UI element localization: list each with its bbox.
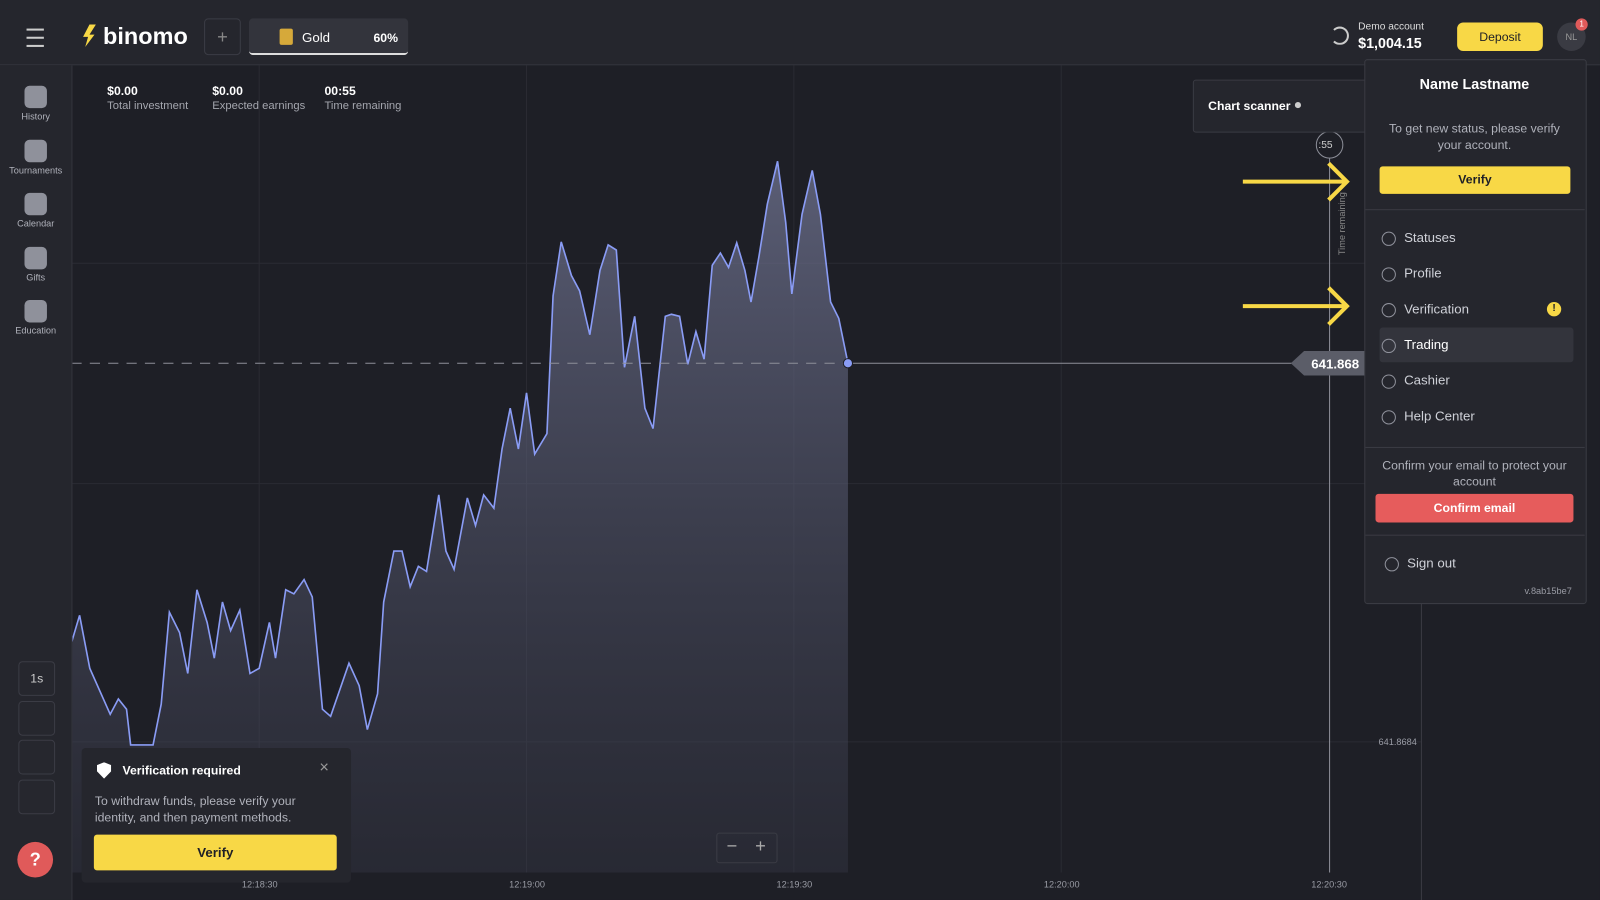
toast-text: To withdraw funds, please verify your id… — [94, 793, 296, 825]
sidebar-item[interactable]: Gifts — [0, 246, 71, 282]
time-label: 12:20:00 — [1043, 879, 1080, 890]
version: v.8ab15be7 — [1524, 585, 1572, 596]
sidebar-icon — [24, 139, 47, 162]
price-line — [70, 161, 849, 746]
zoom-controls[interactable]: − + — [716, 832, 778, 864]
asset-name: Gold — [302, 29, 331, 45]
sidebar-item[interactable]: Calendar — [0, 192, 71, 229]
refresh-icon[interactable] — [1330, 26, 1349, 45]
verification-toast: Verification required × To withdraw fund… — [81, 747, 352, 883]
chart-scanner[interactable]: Chart scanner — [1192, 79, 1379, 133]
time-label: 12:19:30 — [776, 879, 813, 890]
menu-item[interactable]: Trading — [1379, 327, 1574, 363]
menu-item[interactable]: Cashier — [1380, 363, 1574, 398]
time-label: 12:18:30 — [241, 879, 278, 890]
sidebar-item[interactable]: Tournaments — [0, 139, 71, 175]
sidebar-item[interactable]: History — [0, 85, 71, 122]
sidebar-item[interactable]: Education — [0, 299, 71, 336]
toast-close[interactable]: × — [319, 759, 329, 777]
stat-label: Total investment — [107, 99, 189, 113]
countdown-label: Time remaining — [1336, 192, 1347, 256]
menu-verify-button[interactable]: Verify — [1379, 166, 1571, 194]
balance[interactable]: $1,004.15 — [1358, 34, 1422, 52]
shield-icon — [96, 762, 112, 779]
chart-scanner-label: Chart scanner — [1208, 98, 1291, 114]
stat-value: 00:55 — [324, 83, 356, 98]
add-asset[interactable]: + — [204, 18, 241, 56]
user-name: Name Lastname — [1419, 75, 1530, 92]
sidebar-label: Calendar — [17, 218, 55, 229]
asset-icon — [279, 28, 293, 45]
stat-value: $0.00 — [212, 83, 243, 98]
sidebar-label: Tournaments — [9, 164, 63, 175]
sidebar-label: History — [21, 111, 50, 122]
confirm-email-button[interactable]: Confirm email — [1375, 493, 1574, 523]
countdown: :55 — [1318, 139, 1333, 152]
divider — [1365, 446, 1585, 448]
menu-icon[interactable] — [26, 28, 44, 47]
axis-price: 641.8684 — [1378, 736, 1417, 747]
sidebar-label: Education — [15, 325, 57, 336]
price-area — [71, 161, 848, 873]
sidebar-icon — [24, 246, 47, 269]
scanner-dot — [1294, 102, 1302, 109]
sidebar-icon — [24, 85, 47, 109]
account-type[interactable]: Demo account — [1358, 21, 1424, 33]
indicators-button[interactable] — [18, 739, 56, 775]
divider — [1365, 534, 1585, 536]
sidebar — [0, 65, 73, 900]
stat-label: Time remaining — [324, 99, 402, 113]
divider — [1365, 209, 1585, 211]
timeframe-button[interactable]: 1s — [18, 661, 56, 696]
price-dot — [842, 358, 854, 369]
email-text: Confirm your email to protect your accou… — [1382, 458, 1567, 489]
current-price: 641.868 — [1311, 356, 1360, 372]
time-label: 12:20:30 — [1311, 879, 1347, 890]
notification-badge: 1 — [1575, 18, 1588, 31]
deposit-button[interactable]: Deposit — [1457, 22, 1543, 52]
time-label: 12:19:00 — [509, 879, 545, 890]
stat-label: Expected earnings — [212, 99, 306, 113]
logo[interactable]: binomo — [103, 22, 188, 49]
sidebar-icon — [24, 192, 47, 216]
sidebar-icon — [24, 299, 47, 323]
drawing-button[interactable] — [18, 779, 56, 815]
menu-item[interactable]: Profile — [1380, 256, 1574, 291]
asset-tab[interactable]: Gold 60% — [248, 18, 409, 56]
sidebar-label: Gifts — [26, 271, 46, 283]
sign-out[interactable]: Sign out — [1383, 546, 1577, 581]
warning-icon: ! — [1546, 302, 1562, 317]
menu-item[interactable]: Verification — [1380, 292, 1574, 327]
menu-item[interactable]: Statuses — [1380, 220, 1574, 255]
asset-payout: 60% — [373, 30, 398, 45]
arrows — [1242, 161, 1350, 326]
menu-item[interactable]: Help Center — [1380, 399, 1574, 434]
toast-title: Verification required — [122, 763, 241, 778]
status-text: To get new status, please verify your ac… — [1389, 121, 1560, 153]
stat-value: $0.00 — [107, 83, 138, 98]
toast-verify-button[interactable]: Verify — [93, 834, 337, 871]
chart-type-button[interactable] — [18, 701, 56, 736]
help-button[interactable]: ? — [17, 841, 54, 878]
price-tag — [1290, 351, 1368, 376]
